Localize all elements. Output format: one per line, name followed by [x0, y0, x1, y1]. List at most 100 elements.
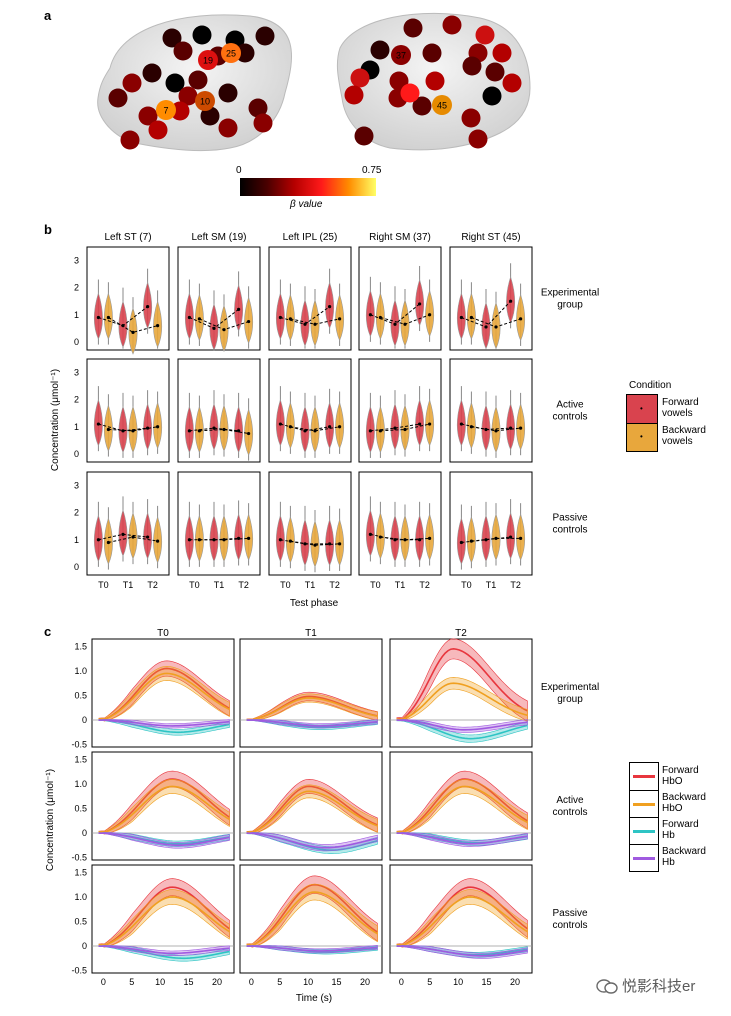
- mean-dot: [519, 426, 523, 430]
- x-tick-label: T0: [98, 580, 109, 590]
- mean-dot: [131, 330, 135, 334]
- channel-dot: [461, 108, 481, 128]
- row-label: group: [557, 300, 583, 311]
- x-tick-label: T0: [461, 580, 472, 590]
- channel-dot: [192, 25, 212, 45]
- mean-dot: [469, 315, 473, 320]
- mean-dot: [368, 532, 372, 536]
- watermark-text: 悦影科技er: [622, 978, 696, 995]
- row-label: Active: [556, 400, 584, 411]
- channel-dot: [178, 86, 198, 106]
- ci-band: [396, 719, 528, 743]
- y-tick-label: 2: [74, 283, 79, 293]
- legend-b-title: Condition: [629, 380, 672, 391]
- row-label: Active: [556, 795, 584, 806]
- legend-fwd-hb-swatch: [630, 818, 658, 845]
- legend-fwd-hb-line1: Forward: [662, 819, 699, 830]
- y-tick-label: 3: [74, 481, 79, 491]
- channel-dot: [188, 70, 208, 90]
- row-label: Experimental: [541, 288, 599, 299]
- violin-panel: [86, 471, 170, 576]
- mean-dot: [403, 322, 407, 326]
- y-tick-label: 0: [74, 562, 79, 572]
- labeled-channel-dot: [221, 43, 241, 63]
- channel-dot: [162, 28, 182, 48]
- channel-dot: [235, 43, 255, 63]
- backward-mean-line: [380, 536, 430, 541]
- y-tick-label: 0.5: [74, 916, 87, 926]
- legend-forward-line1: Forward: [662, 397, 699, 408]
- mean-dot: [146, 426, 150, 430]
- mean-dot: [222, 328, 226, 332]
- panel-letter-b: b: [44, 222, 52, 237]
- backward-mean-line: [290, 426, 340, 432]
- mean-dot: [494, 429, 498, 433]
- x-tick-label: 10: [453, 977, 463, 987]
- x-tick-label: 5: [277, 977, 282, 987]
- channel-dot: [218, 118, 238, 138]
- legend-bwd-hb-label: Backward Hb: [662, 846, 706, 868]
- backward-mean-line: [471, 537, 521, 542]
- mean-dot: [156, 324, 160, 328]
- series-line: [396, 785, 528, 834]
- channel-dot: [468, 129, 488, 149]
- mean-dot: [303, 429, 307, 433]
- timecourse-panel: [239, 638, 383, 748]
- backward-mean-line: [108, 426, 158, 432]
- channel-dot: [412, 96, 432, 116]
- timecourse-panel: [91, 864, 235, 974]
- y-tick-label: 1: [74, 422, 79, 432]
- mean-dot: [146, 305, 150, 309]
- series-line: [246, 891, 378, 947]
- mean-dot: [368, 313, 372, 317]
- ci-band: [396, 719, 528, 733]
- column-title: Right ST (45): [461, 232, 520, 243]
- mean-dot: [494, 325, 498, 329]
- y-tick-label: 0: [82, 828, 87, 838]
- backward-mean-line: [199, 428, 249, 435]
- x-tick-label: 20: [510, 977, 520, 987]
- channel-dot: [173, 41, 193, 61]
- violin-panel: [449, 246, 533, 351]
- violin-panel: [358, 471, 442, 576]
- x-tick-label: 10: [303, 977, 313, 987]
- row-label: Experimental: [541, 682, 599, 693]
- x-tick-label: T0: [189, 580, 200, 590]
- x-tick-label: 0: [249, 977, 254, 987]
- mean-dot: [509, 299, 513, 303]
- labeled-channel-dot: [195, 91, 215, 111]
- channel-dot: [485, 62, 505, 82]
- forward-mean-line: [189, 537, 239, 541]
- channel-dot: [442, 15, 462, 35]
- mean-dot: [428, 422, 432, 426]
- x-tick-label: T2: [238, 580, 249, 590]
- legend-c-box: [629, 762, 659, 872]
- row-label: controls: [552, 525, 587, 536]
- legend-fwd-hbo-swatch: [630, 763, 658, 791]
- channel-dot: [108, 88, 128, 108]
- series-line: [396, 682, 528, 721]
- timecourse-panel: [91, 638, 235, 748]
- mean-dot: [313, 429, 317, 433]
- mean-dot: [328, 425, 332, 429]
- legend-backward-line1: Backward: [662, 425, 706, 436]
- series-line: [246, 697, 378, 721]
- mean-dot: [106, 540, 110, 545]
- mean-dot: [519, 536, 523, 541]
- mean-dot: [519, 317, 523, 321]
- y-tick-label: 0: [82, 715, 87, 725]
- x-axis-label: Time (s): [296, 993, 332, 1004]
- y-tick-label: -0.5: [71, 740, 87, 750]
- y-tick-label: 0: [74, 449, 79, 459]
- mean-dot: [96, 315, 100, 320]
- mean-dot: [328, 305, 332, 309]
- y-tick-label: 2: [74, 508, 79, 518]
- mean-dot: [197, 429, 201, 433]
- ci-band: [396, 832, 528, 847]
- channel-dot: [200, 106, 220, 126]
- legend-b-box: • •: [626, 394, 658, 452]
- mean-dot: [222, 538, 226, 542]
- channel-dot: [122, 73, 142, 93]
- labeled-channel-dot: [432, 95, 452, 115]
- x-tick-label: 5: [427, 977, 432, 987]
